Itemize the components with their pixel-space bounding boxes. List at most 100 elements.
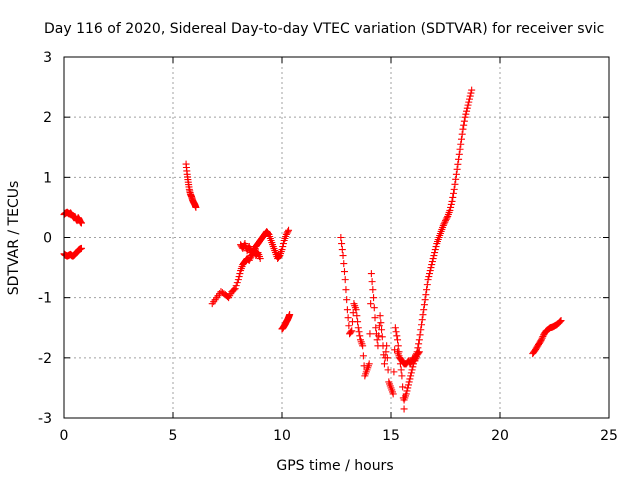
data-point — [372, 324, 380, 332]
data-point — [367, 270, 375, 278]
data-point — [447, 200, 455, 208]
x-tick-label: 25 — [600, 428, 618, 444]
y-tick-label: -1 — [38, 291, 52, 307]
data-point — [344, 314, 352, 322]
data-point — [462, 110, 470, 118]
data-point — [427, 264, 435, 272]
data-point — [405, 378, 413, 386]
data-point — [402, 390, 410, 398]
data-point — [382, 348, 390, 356]
data-point — [466, 92, 474, 100]
data-point — [365, 360, 373, 368]
data-point — [286, 311, 294, 319]
data-point — [420, 306, 428, 314]
data-point — [232, 282, 240, 290]
data-point — [366, 330, 374, 338]
data-point — [285, 226, 293, 234]
data-point — [278, 246, 286, 254]
x-tick-label: 20 — [491, 428, 509, 444]
data-point — [428, 258, 436, 266]
data-point — [236, 270, 244, 278]
data-point — [465, 95, 473, 103]
data-point — [342, 286, 350, 294]
data-point — [246, 255, 254, 263]
data-point — [450, 185, 458, 193]
data-point — [447, 203, 455, 211]
data-point — [256, 255, 264, 263]
data-point — [418, 321, 426, 329]
x-tick-label: 10 — [273, 428, 291, 444]
data-point — [463, 104, 471, 112]
plot-frame — [63, 56, 610, 419]
data-point — [430, 252, 438, 260]
data-point — [407, 372, 415, 380]
data-point — [343, 296, 351, 304]
data-point — [392, 328, 400, 336]
data-point — [415, 348, 423, 356]
data-point — [230, 286, 238, 294]
series-segment-7 — [337, 234, 408, 413]
data-point — [537, 336, 545, 344]
data-point — [397, 366, 405, 374]
data-point — [383, 342, 391, 350]
data-point — [375, 332, 383, 340]
data-point — [452, 170, 460, 178]
data-point — [77, 244, 85, 252]
series-segment-2 — [60, 208, 85, 227]
data-point — [459, 125, 467, 133]
data-point — [371, 314, 379, 322]
data-point — [468, 86, 476, 94]
data-point — [377, 319, 385, 327]
x-tick-label: 0 — [60, 428, 69, 444]
chart-title: Day 116 of 2020, Sidereal Day-to-day VTE… — [44, 21, 604, 37]
data-point — [341, 276, 349, 284]
data-point — [279, 240, 287, 248]
data-point — [415, 349, 423, 357]
data-point — [448, 197, 456, 205]
y-tick-label: -3 — [38, 411, 52, 427]
data-point — [426, 267, 434, 275]
data-point — [465, 98, 473, 106]
data-point — [348, 327, 356, 335]
series-segment-4 — [208, 226, 293, 308]
data-point — [456, 145, 464, 153]
data-point — [424, 276, 432, 284]
data-point — [460, 117, 468, 125]
data-point — [556, 318, 564, 326]
data-point — [404, 384, 412, 392]
data-point — [390, 368, 398, 376]
data-point — [421, 296, 429, 304]
y-tick-label: 2 — [43, 110, 52, 126]
series-segment-1 — [60, 244, 85, 260]
data-point — [378, 326, 386, 334]
data-point — [455, 150, 463, 158]
y-tick-label: 1 — [43, 170, 52, 186]
data-point — [337, 234, 345, 241]
data-point — [461, 113, 469, 121]
data-point — [463, 107, 471, 115]
data-point — [359, 352, 367, 360]
data-point — [394, 342, 402, 350]
data-point — [453, 165, 461, 173]
data-point — [279, 243, 287, 251]
data-point — [359, 342, 367, 350]
data-point — [432, 243, 440, 251]
data-point — [440, 220, 448, 228]
data-point — [557, 317, 565, 325]
data-point — [192, 203, 200, 211]
data-point — [355, 328, 363, 336]
data-point — [275, 253, 283, 261]
data-point — [373, 336, 381, 344]
data-point — [391, 324, 399, 332]
series-segment-5 — [237, 240, 264, 263]
data-point — [352, 306, 360, 314]
data-point — [415, 336, 423, 344]
data-point — [443, 214, 451, 222]
data-point — [403, 387, 411, 395]
data-point — [428, 261, 436, 269]
data-point — [431, 249, 439, 257]
data-point — [383, 354, 391, 362]
series-segment-3 — [182, 160, 200, 211]
data-points — [60, 86, 565, 413]
